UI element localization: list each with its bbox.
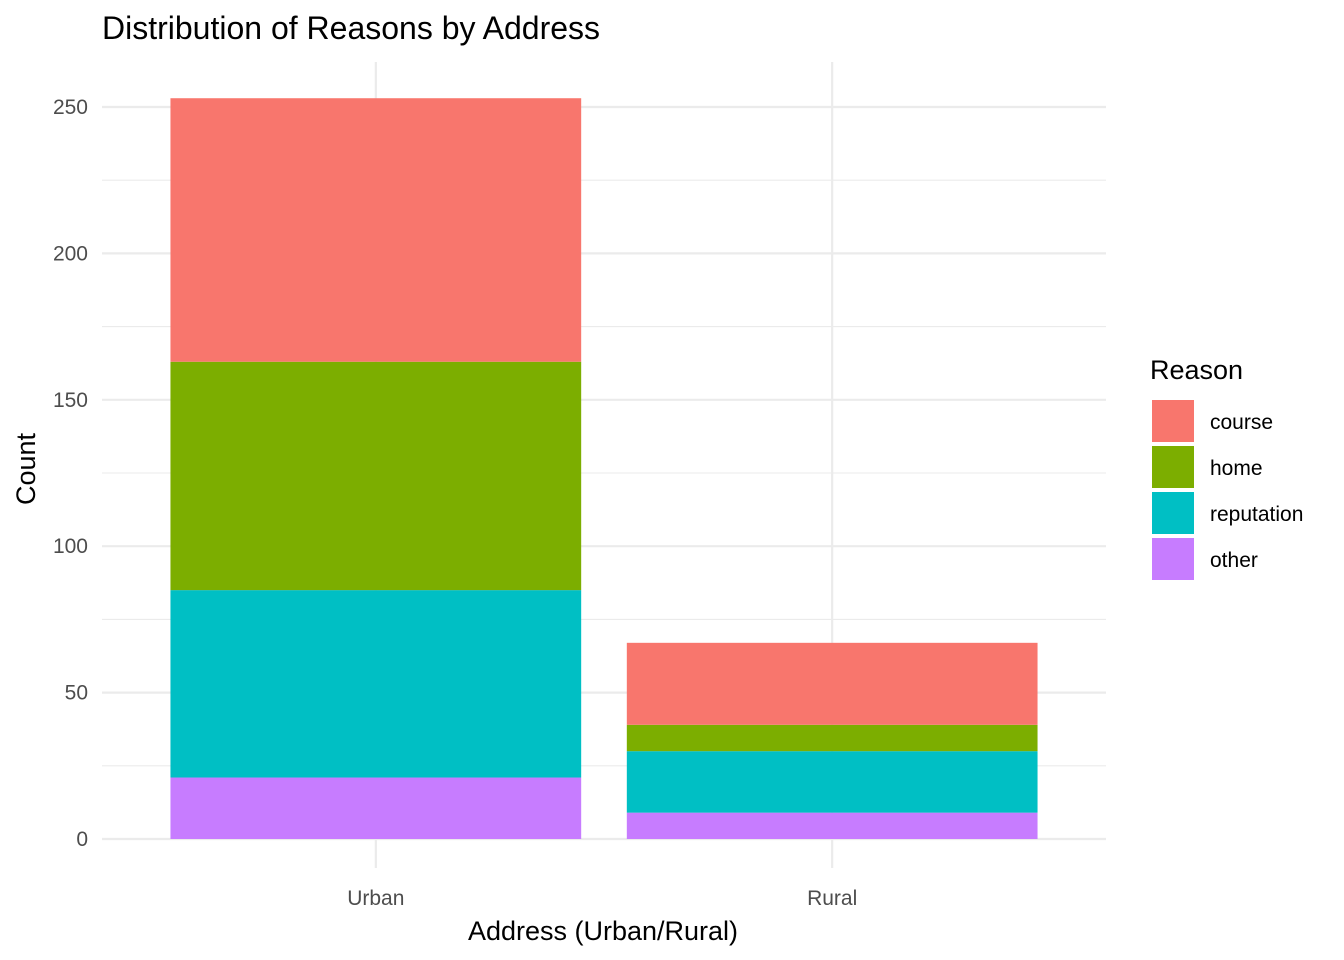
legend-swatch: [1152, 538, 1194, 580]
legend-label: reputation: [1210, 503, 1303, 526]
x-tick-label: Rural: [807, 887, 857, 910]
legend-swatch: [1152, 492, 1194, 534]
bar-segment-rural-other: [626, 812, 1038, 839]
legend: Reason course home reputation other: [1150, 355, 1303, 580]
bar-segment-urban-home: [170, 361, 582, 591]
legend-title: Reason: [1150, 355, 1243, 385]
y-axis-ticks: 0 50 100 150 200 250: [53, 96, 88, 851]
legend-item-course: course: [1152, 400, 1273, 442]
bar-stack-rural: [626, 642, 1038, 839]
legend-item-home: home: [1152, 446, 1263, 488]
legend-items: course home reputation other: [1152, 400, 1303, 580]
y-tick-label: 100: [53, 535, 88, 558]
y-axis-title: Count: [11, 432, 41, 505]
y-tick-label: 50: [65, 682, 88, 705]
legend-label: course: [1210, 411, 1273, 434]
bar-segment-rural-reputation: [626, 751, 1038, 813]
legend-swatch: [1152, 446, 1194, 488]
y-tick-label: 200: [53, 242, 88, 265]
y-tick-label: 0: [76, 828, 88, 851]
bar-stack-urban: [170, 98, 582, 839]
legend-label: home: [1210, 457, 1263, 480]
bar-segment-urban-other: [170, 777, 582, 839]
bar-segment-rural-home: [626, 724, 1038, 752]
y-tick-label: 250: [53, 96, 88, 119]
y-tick-label: 150: [53, 389, 88, 412]
legend-label: other: [1210, 549, 1258, 572]
x-axis-title: Address (Urban/Rural): [468, 916, 738, 946]
x-tick-label: Urban: [347, 887, 404, 910]
bar-segment-rural-course: [626, 642, 1038, 725]
bar-stacks: [170, 98, 1038, 839]
legend-item-reputation: reputation: [1152, 492, 1303, 534]
bar-segment-urban-reputation: [170, 590, 582, 778]
legend-item-other: other: [1152, 538, 1258, 580]
legend-swatch: [1152, 400, 1194, 442]
x-axis-ticks: Urban Rural: [347, 887, 857, 910]
chart-title: Distribution of Reasons by Address: [102, 10, 600, 46]
bar-segment-urban-course: [170, 98, 582, 362]
